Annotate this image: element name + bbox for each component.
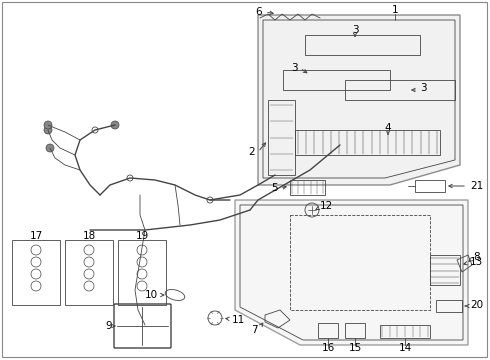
- Polygon shape: [235, 200, 468, 345]
- Text: 19: 19: [135, 231, 148, 241]
- Text: 3: 3: [292, 63, 298, 73]
- Circle shape: [44, 121, 52, 129]
- Text: 16: 16: [321, 343, 335, 353]
- Text: 3: 3: [352, 25, 358, 35]
- Text: 9: 9: [105, 321, 112, 331]
- Text: 6: 6: [255, 7, 262, 17]
- Text: 5: 5: [271, 183, 278, 193]
- Text: 18: 18: [82, 231, 96, 241]
- Text: 15: 15: [348, 343, 362, 353]
- Text: 11: 11: [232, 315, 245, 325]
- Circle shape: [46, 144, 54, 152]
- Polygon shape: [258, 15, 460, 185]
- Text: 20: 20: [470, 300, 483, 310]
- Text: 14: 14: [398, 343, 412, 353]
- Text: 8: 8: [473, 252, 480, 262]
- Text: 10: 10: [145, 290, 158, 300]
- Text: 21: 21: [470, 181, 483, 191]
- Text: 3: 3: [420, 83, 427, 93]
- Text: 2: 2: [248, 147, 255, 157]
- Circle shape: [111, 121, 119, 129]
- Circle shape: [44, 126, 52, 134]
- Text: 13: 13: [470, 257, 483, 267]
- Text: 1: 1: [392, 5, 398, 15]
- Text: 17: 17: [29, 231, 43, 241]
- Text: 7: 7: [251, 325, 258, 335]
- Text: 4: 4: [385, 123, 392, 133]
- Text: 12: 12: [320, 201, 333, 211]
